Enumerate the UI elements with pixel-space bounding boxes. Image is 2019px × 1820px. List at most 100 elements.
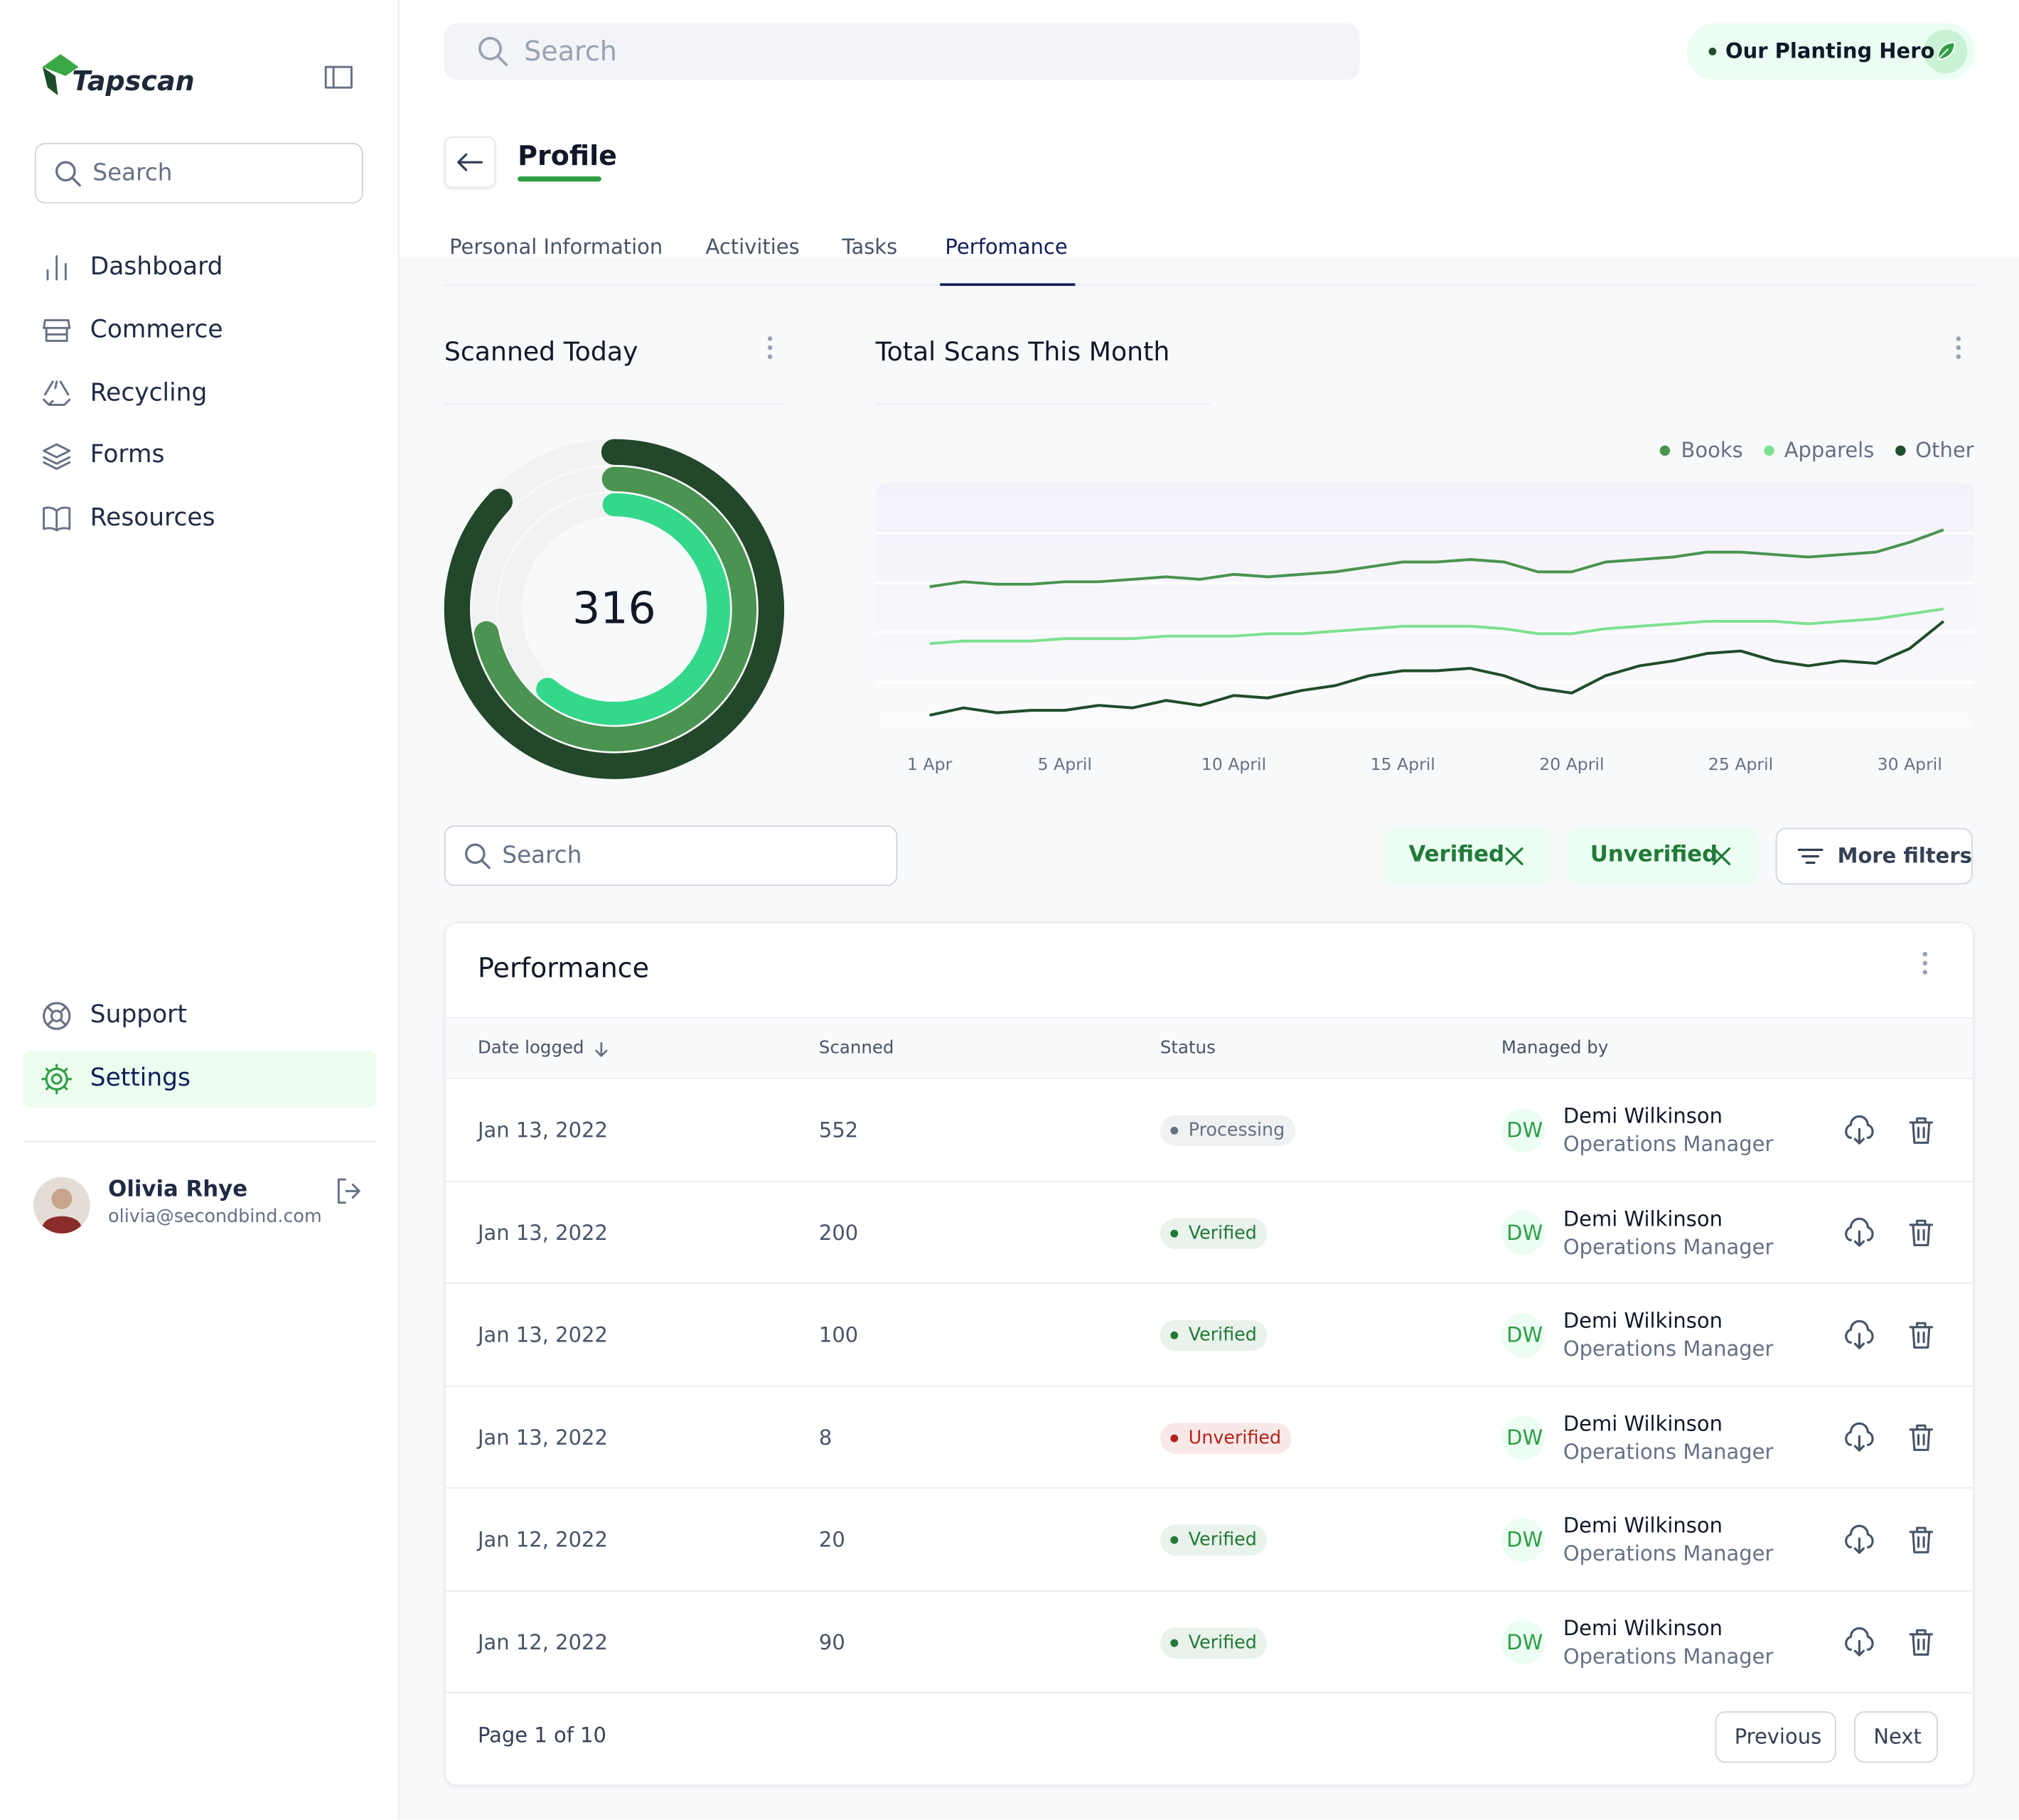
more-menu: [1922, 951, 1928, 975]
tabs-line: [444, 284, 1974, 287]
tab[interactable]: Perfomance: [945, 234, 1068, 259]
sidebar-search[interactable]: [34, 143, 363, 204]
band-line: [875, 680, 1974, 684]
search-icon-path: [55, 161, 81, 187]
column-header: Status: [1160, 1037, 1216, 1059]
dot: [767, 336, 773, 341]
dot: [767, 345, 773, 350]
nav-icon-path: [41, 1064, 73, 1095]
nav-label: Forms: [90, 441, 165, 469]
download-icon[interactable]: [1845, 1115, 1874, 1145]
cell-scanned: 20: [818, 1527, 845, 1552]
download-icon-path: [1845, 1115, 1874, 1145]
manager-name: Demi Wilkinson: [1563, 1206, 1723, 1231]
tab[interactable]: Activities: [705, 234, 800, 259]
manager-role: Operations Manager: [1563, 1541, 1774, 1566]
collapse-icon-path: [324, 65, 353, 89]
more-filters-label: More filters: [1837, 843, 1972, 868]
status-label: Verified: [1188, 1632, 1257, 1653]
delete-icon[interactable]: [1909, 1629, 1934, 1656]
download-icon[interactable]: [1845, 1217, 1874, 1247]
title-rule: [875, 402, 1211, 405]
prev-label: Previous: [1734, 1724, 1822, 1749]
download-icon[interactable]: [1845, 1422, 1874, 1452]
cell-scanned: 90: [818, 1629, 845, 1654]
manager-role: Operations Manager: [1563, 1644, 1774, 1669]
table-row: [445, 1079, 1973, 1182]
collapse-icon: [324, 65, 353, 89]
cell-date: Jan 12, 2022: [477, 1527, 608, 1552]
delete-icon[interactable]: [1909, 1424, 1934, 1451]
dot: [1922, 960, 1928, 966]
filter-chip[interactable]: [1385, 828, 1551, 885]
cell-scanned: 100: [818, 1322, 859, 1347]
logout-icon-path: [337, 1178, 360, 1204]
badge-dot: [1708, 48, 1717, 55]
delete-icon-path: [1909, 1322, 1934, 1349]
status-dot: [1170, 1126, 1179, 1135]
manager-name: Demi Wilkinson: [1563, 1410, 1723, 1435]
download-icon[interactable]: [1845, 1320, 1874, 1349]
search-icon: [465, 843, 491, 869]
manager-name: Demi Wilkinson: [1563, 1103, 1723, 1128]
chip-remove-path: [1713, 847, 1731, 865]
delete-icon[interactable]: [1909, 1219, 1934, 1246]
cell-date: Jan 12, 2022: [477, 1629, 608, 1654]
chip-remove: [1505, 847, 1523, 865]
dot: [1956, 336, 1961, 341]
search-icon: [55, 161, 81, 187]
delete-icon[interactable]: [1909, 1526, 1934, 1553]
table-row: [445, 1489, 1973, 1591]
status-label: Processing: [1188, 1120, 1285, 1141]
nav-label: Support: [90, 1000, 187, 1029]
nav-label: Resources: [90, 503, 215, 532]
nav-label: Dashboard: [90, 252, 223, 282]
logout-icon: [337, 1178, 360, 1204]
manager-avatar: [1501, 1211, 1546, 1256]
logo-part: [42, 54, 79, 76]
nav-label: Settings: [90, 1064, 191, 1093]
download-icon[interactable]: [1845, 1524, 1874, 1554]
filter-search[interactable]: [444, 825, 898, 887]
dot: [1922, 970, 1928, 975]
next-button[interactable]: [1854, 1711, 1938, 1763]
dot: [1956, 345, 1961, 350]
manager-name: Demi Wilkinson: [1563, 1615, 1723, 1640]
delete-icon-path: [1909, 1526, 1934, 1553]
badge-label: Our Planting Hero: [1725, 38, 1935, 63]
legend-swatch: [1895, 444, 1905, 456]
plot-bg: [875, 483, 1974, 730]
band-line: [875, 582, 1974, 584]
manager-role: Operations Manager: [1563, 1337, 1774, 1361]
delete-icon-path: [1909, 1629, 1934, 1656]
x-tick-label: 1 Apr: [907, 756, 953, 776]
title-underline: [518, 176, 601, 182]
status-label: Verified: [1188, 1324, 1257, 1346]
nav-item[interactable]: [23, 1050, 376, 1108]
column-header: Managed by: [1501, 1037, 1609, 1059]
search-placeholder: Search: [502, 842, 582, 869]
download-icon-path: [1845, 1422, 1874, 1452]
cell-scanned: 8: [818, 1425, 832, 1450]
tab[interactable]: Tasks: [842, 234, 898, 259]
filter-chip[interactable]: [1567, 828, 1758, 885]
column-header: Scanned: [818, 1037, 894, 1059]
filter-icon-path: [1797, 848, 1823, 864]
delete-icon[interactable]: [1909, 1322, 1934, 1349]
status-dot: [1170, 1638, 1179, 1647]
status-label: Unverified: [1188, 1427, 1282, 1448]
prev-button[interactable]: [1715, 1711, 1836, 1763]
dot: [1956, 354, 1961, 359]
status-pill: Processing: [1160, 1115, 1295, 1146]
search-placeholder: Search: [524, 36, 617, 68]
download-icon[interactable]: [1845, 1627, 1874, 1656]
manager-name: Demi Wilkinson: [1563, 1513, 1723, 1538]
manager-initials: DW: [1506, 1629, 1543, 1654]
avatar-body: [42, 1216, 82, 1233]
top-search[interactable]: [444, 23, 1360, 80]
series-line: [929, 620, 1945, 717]
delete-icon[interactable]: [1909, 1117, 1934, 1144]
tab[interactable]: Personal Information: [449, 234, 663, 259]
status-pill: Unverified: [1160, 1422, 1292, 1453]
leaf-icon: [1937, 41, 1956, 60]
